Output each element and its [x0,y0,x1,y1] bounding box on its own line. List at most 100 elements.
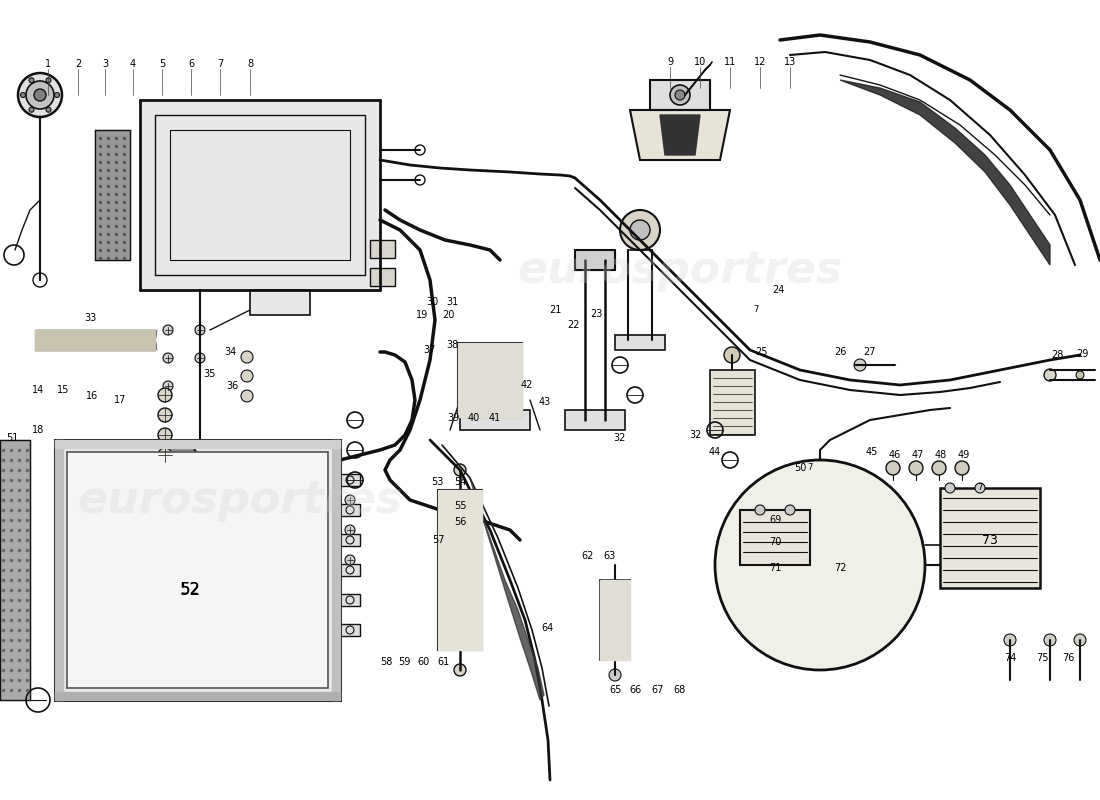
Polygon shape [660,115,700,155]
Bar [340,474,360,486]
Text: 47: 47 [912,450,924,460]
Circle shape [158,428,172,442]
Polygon shape [0,440,30,700]
Text: eurosportres: eurosportres [77,478,403,522]
Polygon shape [470,478,544,700]
Circle shape [163,353,173,363]
Bar [460,410,530,430]
Text: 60: 60 [417,657,429,667]
Text: 52: 52 [179,581,200,599]
Circle shape [26,81,54,109]
Circle shape [480,355,501,375]
Circle shape [724,347,740,363]
Text: 74: 74 [1004,653,1016,663]
Text: 57: 57 [431,535,444,545]
Circle shape [345,495,355,505]
Text: eurosportres: eurosportres [517,249,843,291]
Text: 58: 58 [379,657,393,667]
Circle shape [241,390,253,402]
Text: 75: 75 [1036,653,1048,663]
Bar [340,504,360,516]
Circle shape [158,448,172,462]
Polygon shape [630,110,730,160]
Circle shape [487,347,493,353]
Text: 43: 43 [539,397,551,407]
Text: 6: 6 [188,59,194,69]
Circle shape [163,381,173,391]
Circle shape [487,377,493,383]
Text: 25: 25 [756,347,768,357]
Bar [710,370,755,435]
Circle shape [195,325,205,335]
Circle shape [1044,369,1056,381]
Text: 15: 15 [57,385,69,395]
Circle shape [472,362,478,368]
Circle shape [486,361,494,369]
Circle shape [1076,371,1084,379]
Text: 33: 33 [84,313,96,323]
Circle shape [46,78,51,82]
Bar [340,594,360,606]
Text: 70: 70 [769,537,781,547]
Polygon shape [140,100,379,290]
Bar [340,564,360,576]
Polygon shape [55,440,63,700]
Text: 8: 8 [246,59,253,69]
Text: 18: 18 [32,425,44,435]
Bar [340,624,360,636]
Text: 3: 3 [102,59,108,69]
Text: 31: 31 [446,297,458,307]
Text: 19: 19 [416,310,428,320]
Circle shape [886,461,900,475]
Circle shape [46,107,51,112]
Bar [370,268,395,286]
Text: 32: 32 [690,430,702,440]
Circle shape [1074,634,1086,646]
Polygon shape [458,343,522,417]
Text: 71: 71 [769,563,781,573]
Circle shape [755,505,764,515]
Text: 12: 12 [754,57,767,67]
Polygon shape [55,440,340,700]
Circle shape [55,93,59,98]
Text: 32: 32 [614,433,626,443]
Text: 14: 14 [32,385,44,395]
Polygon shape [650,80,710,110]
Text: 29: 29 [1076,349,1088,359]
Circle shape [29,107,34,112]
Polygon shape [35,330,155,350]
Circle shape [29,78,34,82]
Polygon shape [55,440,340,448]
Text: 53: 53 [431,477,443,487]
Polygon shape [55,692,340,700]
Text: 41: 41 [488,413,502,423]
Bar [370,240,395,258]
Circle shape [975,483,984,493]
Text: 21: 21 [549,305,561,315]
Text: 48: 48 [935,450,947,460]
Text: 61: 61 [438,657,450,667]
Text: 62: 62 [582,551,594,561]
Text: 1: 1 [45,59,51,69]
Polygon shape [438,490,482,650]
Polygon shape [600,580,630,660]
Text: 16: 16 [86,391,98,401]
Text: 63: 63 [604,551,616,561]
Bar [940,488,1040,588]
Text: 69: 69 [769,515,781,525]
Circle shape [502,362,508,368]
Circle shape [163,325,173,335]
Bar [250,290,310,315]
Circle shape [454,664,466,676]
Circle shape [21,93,25,98]
Polygon shape [332,440,340,700]
Text: 44: 44 [708,447,722,457]
Text: 56: 56 [454,517,466,527]
Text: 7: 7 [977,483,982,493]
Text: 35: 35 [204,369,217,379]
Text: 7: 7 [807,463,813,473]
Text: 40: 40 [468,413,480,423]
Circle shape [158,408,172,422]
Text: 7: 7 [217,59,223,69]
Circle shape [670,85,690,105]
